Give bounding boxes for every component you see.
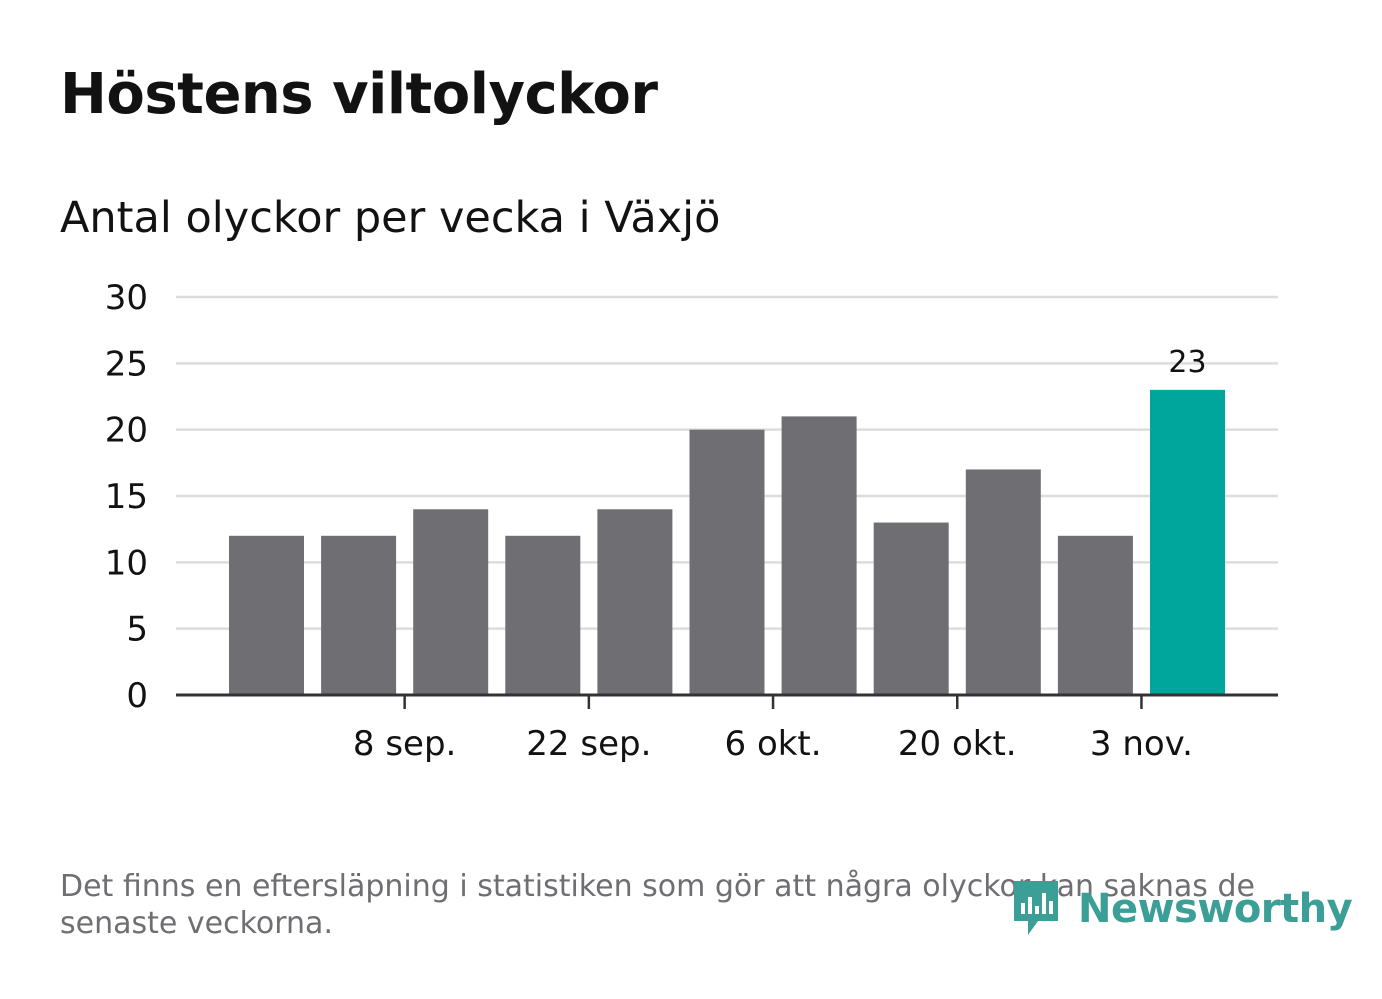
newsworthy-logo-icon — [1014, 881, 1058, 935]
y-axis-labels: 0 5 10 15 20 25 30 — [105, 278, 148, 716]
bar-22-sep — [505, 535, 581, 695]
bar-13-okt — [781, 416, 857, 695]
bar-15-sep — [413, 509, 489, 695]
y-tick-label: 30 — [105, 278, 148, 318]
x-axis — [176, 693, 1278, 709]
x-tick-label: 22 sep. — [526, 724, 651, 764]
bars — [229, 389, 1225, 695]
y-tick-label: 5 — [126, 610, 148, 650]
x-tick-label: 3 nov. — [1090, 724, 1193, 764]
bar-8-sep — [321, 535, 397, 695]
newsworthy-logo: Newsworthy — [1010, 876, 1353, 942]
bar-29-sep — [597, 509, 673, 695]
data-labels: 23 — [1168, 345, 1206, 380]
y-tick-label: 15 — [105, 477, 148, 517]
bar-10-nov — [1150, 389, 1225, 695]
x-tick-label: 6 okt. — [725, 724, 822, 764]
chart-subtitle: Antal olyckor per vecka i Växjö — [60, 193, 721, 243]
data-label: 23 — [1168, 345, 1206, 380]
logo-text: Newsworthy — [1078, 886, 1353, 932]
bar-6-okt — [689, 429, 765, 695]
bar-20-okt — [873, 522, 949, 695]
x-tick-label: 20 okt. — [898, 724, 1017, 764]
bar-1-sep — [229, 535, 304, 695]
y-tick-label: 20 — [105, 411, 148, 451]
bar-3-nov — [1057, 535, 1133, 695]
x-tick-label: 8 sep. — [353, 724, 456, 764]
bar-27-okt — [965, 469, 1041, 695]
y-tick-label: 10 — [105, 543, 148, 583]
y-tick-label: 25 — [105, 344, 148, 384]
x-axis-labels: 8 sep. 22 sep. 6 okt. 20 okt. 3 nov. — [353, 724, 1193, 764]
y-tick-label: 0 — [126, 676, 148, 716]
chart-title: Höstens viltolyckor — [60, 62, 658, 127]
